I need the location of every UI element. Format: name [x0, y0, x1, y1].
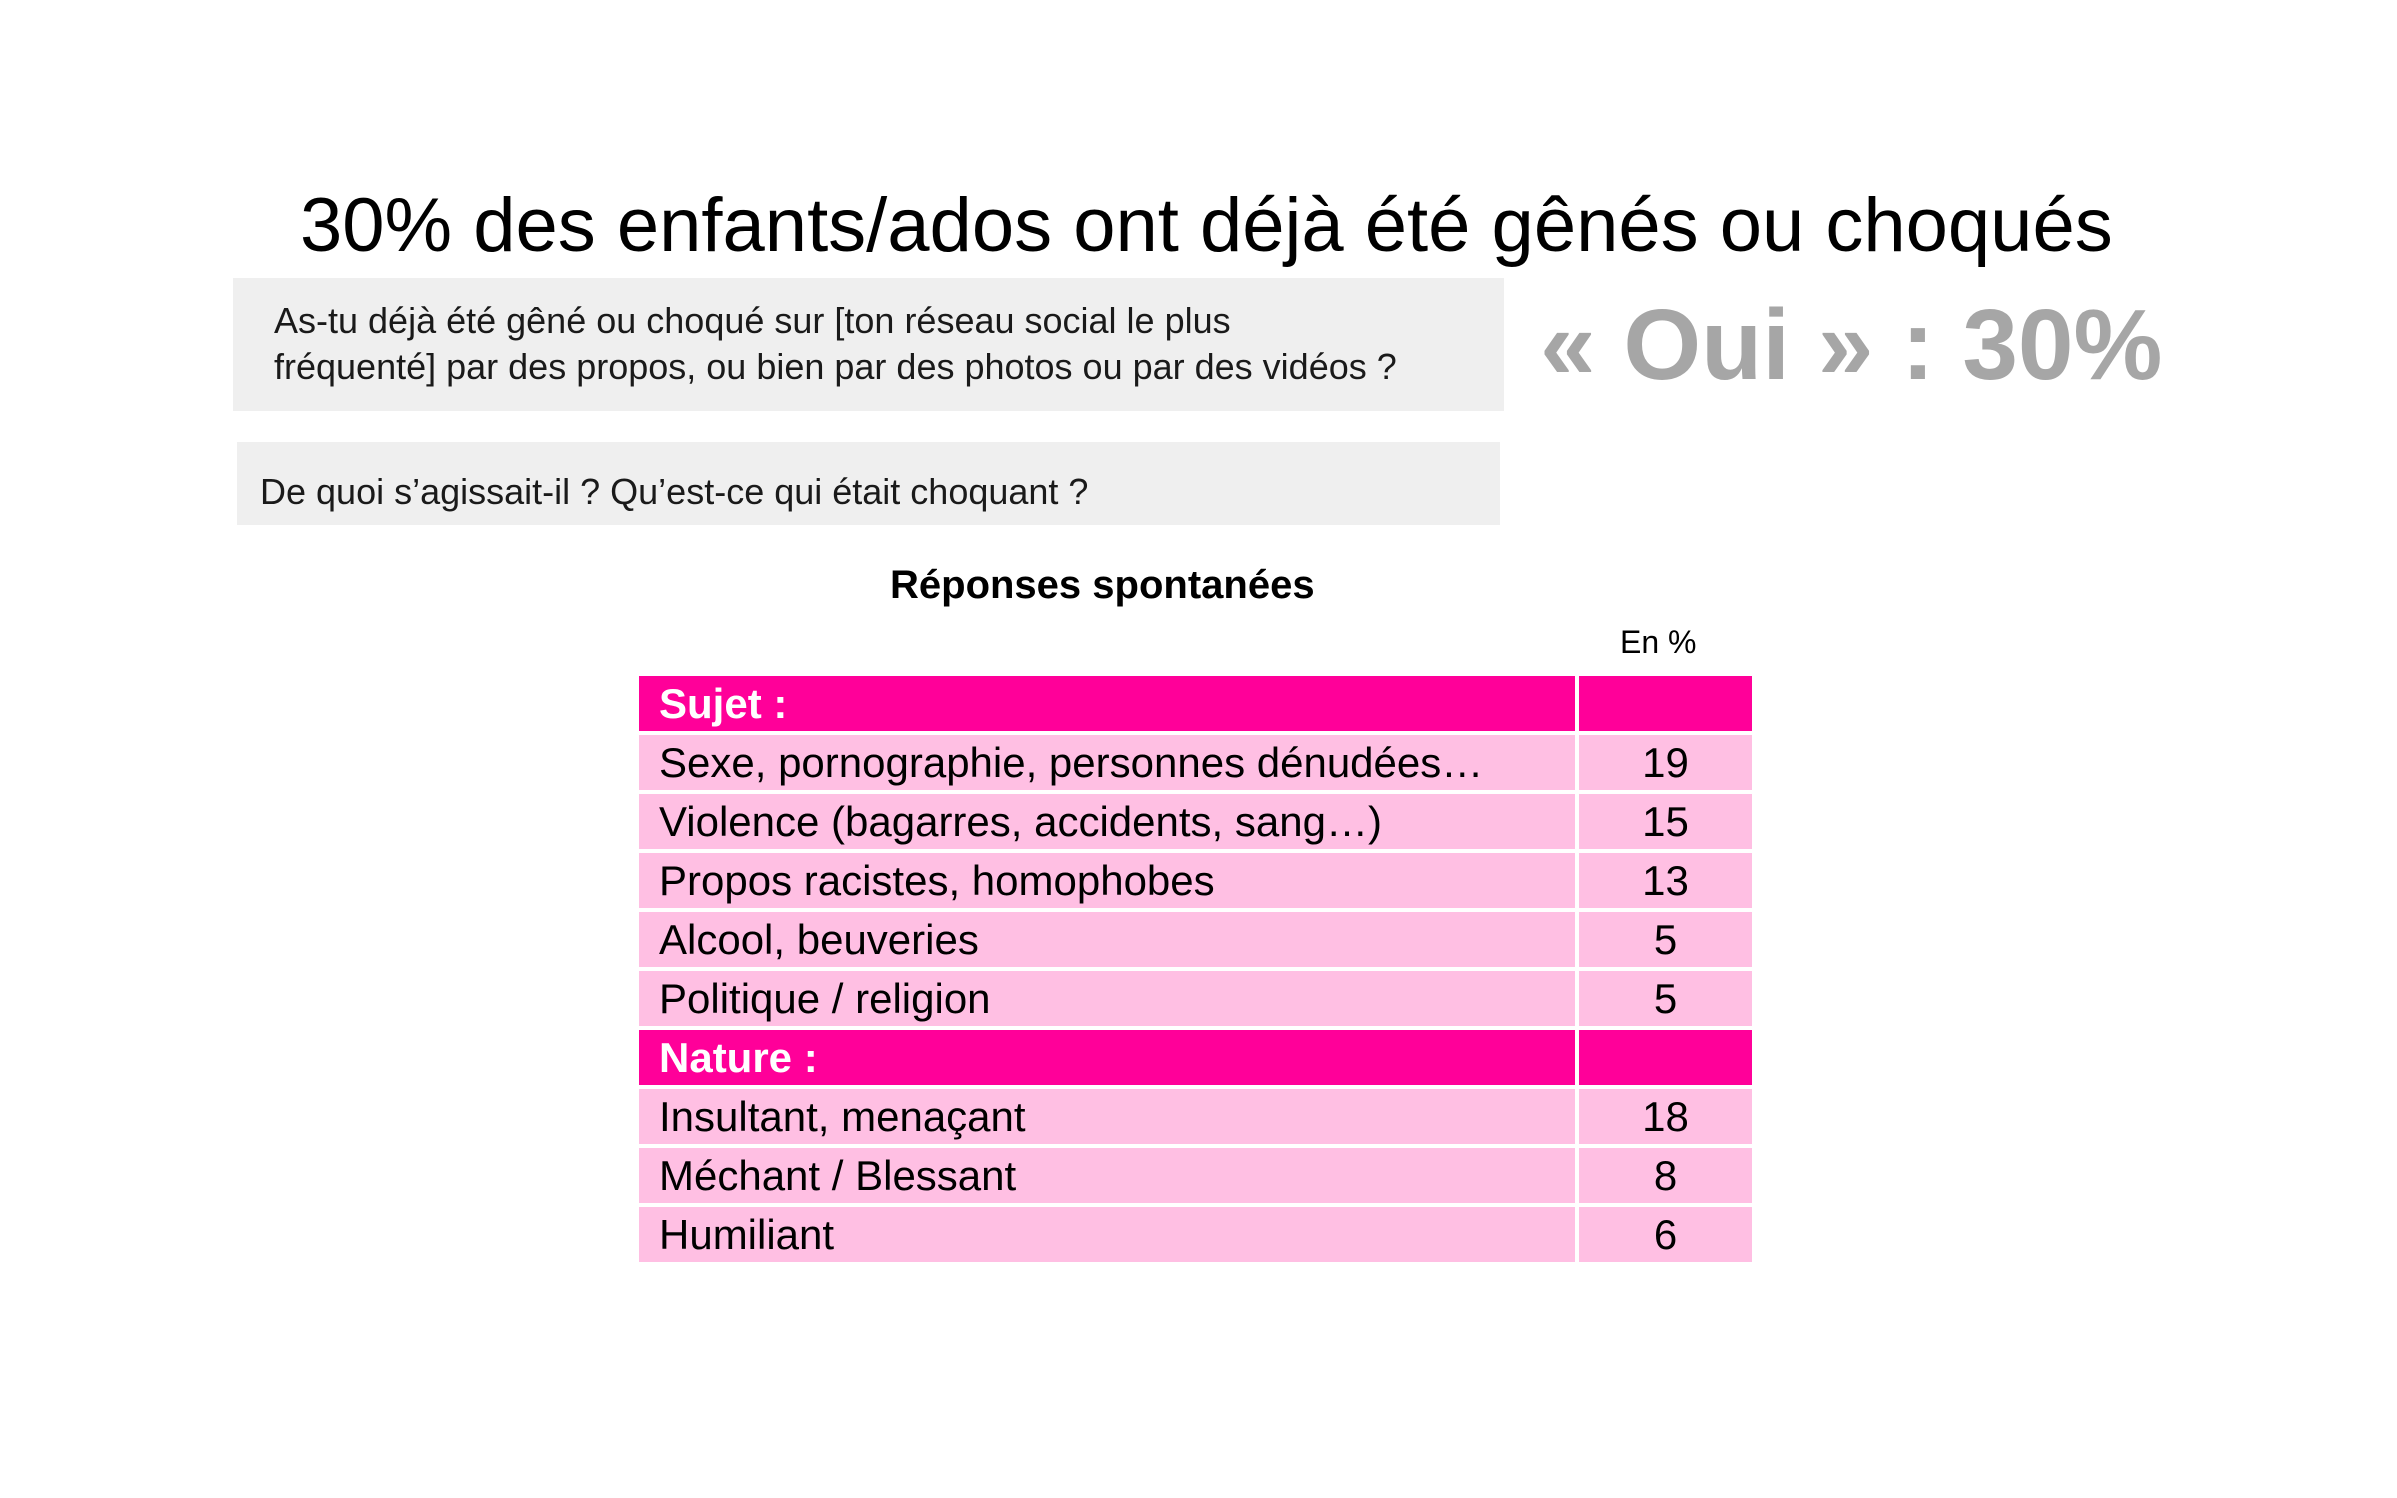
section-value-cell	[1575, 672, 1756, 735]
table-row: Violence (bagarres, accidents, sang…) 15	[635, 790, 1756, 853]
row-label: Humiliant	[635, 1203, 1579, 1266]
table-row: Propos racistes, homophobes 13	[635, 849, 1756, 912]
row-label: Alcool, beuveries	[635, 908, 1579, 971]
table-row: Sexe, pornographie, personnes dénudées… …	[635, 731, 1756, 794]
section-label: Nature :	[635, 1026, 1579, 1089]
row-value: 19	[1575, 731, 1756, 794]
question-line-2: fréquenté] par des propos, ou bien par d…	[274, 346, 1397, 387]
question-text: As-tu déjà été gêné ou choqué sur [ton r…	[274, 298, 1494, 390]
row-label: Méchant / Blessant	[635, 1144, 1579, 1207]
row-value: 8	[1575, 1144, 1756, 1207]
row-value: 15	[1575, 790, 1756, 853]
row-value: 5	[1575, 908, 1756, 971]
row-label: Sexe, pornographie, personnes dénudées…	[635, 731, 1579, 794]
table-row: Alcool, beuveries 5	[635, 908, 1756, 971]
row-value: 13	[1575, 849, 1756, 912]
row-value: 6	[1575, 1203, 1756, 1266]
oui-result: « Oui » : 30%	[1540, 289, 2163, 401]
unit-label: En %	[1620, 624, 1697, 660]
table-title: Réponses spontanées	[890, 563, 1315, 607]
page-title: 30% des enfants/ados ont déjà été gênés …	[300, 183, 2113, 268]
section-header-row: Nature :	[635, 1026, 1756, 1089]
row-label: Politique / religion	[635, 967, 1579, 1030]
row-label: Insultant, menaçant	[635, 1085, 1579, 1148]
followup-question: De quoi s’agissait-il ? Qu’est-ce qui ét…	[260, 471, 1089, 512]
responses-table: Sujet : Sexe, pornographie, personnes dé…	[635, 672, 1756, 1266]
table-row: Méchant / Blessant 8	[635, 1144, 1756, 1207]
question-line-1: As-tu déjà été gêné ou choqué sur [ton r…	[274, 300, 1231, 341]
row-value: 5	[1575, 967, 1756, 1030]
question-box: As-tu déjà été gêné ou choqué sur [ton r…	[233, 278, 1504, 411]
section-label: Sujet :	[635, 672, 1579, 735]
table-row: Humiliant 6	[635, 1203, 1756, 1266]
section-header-row: Sujet :	[635, 672, 1756, 735]
row-value: 18	[1575, 1085, 1756, 1148]
followup-box: De quoi s’agissait-il ? Qu’est-ce qui ét…	[237, 442, 1500, 525]
row-label: Propos racistes, homophobes	[635, 849, 1579, 912]
table-row: Insultant, menaçant 18	[635, 1085, 1756, 1148]
table-row: Politique / religion 5	[635, 967, 1756, 1030]
row-label: Violence (bagarres, accidents, sang…)	[635, 790, 1579, 853]
section-value-cell	[1575, 1026, 1756, 1089]
